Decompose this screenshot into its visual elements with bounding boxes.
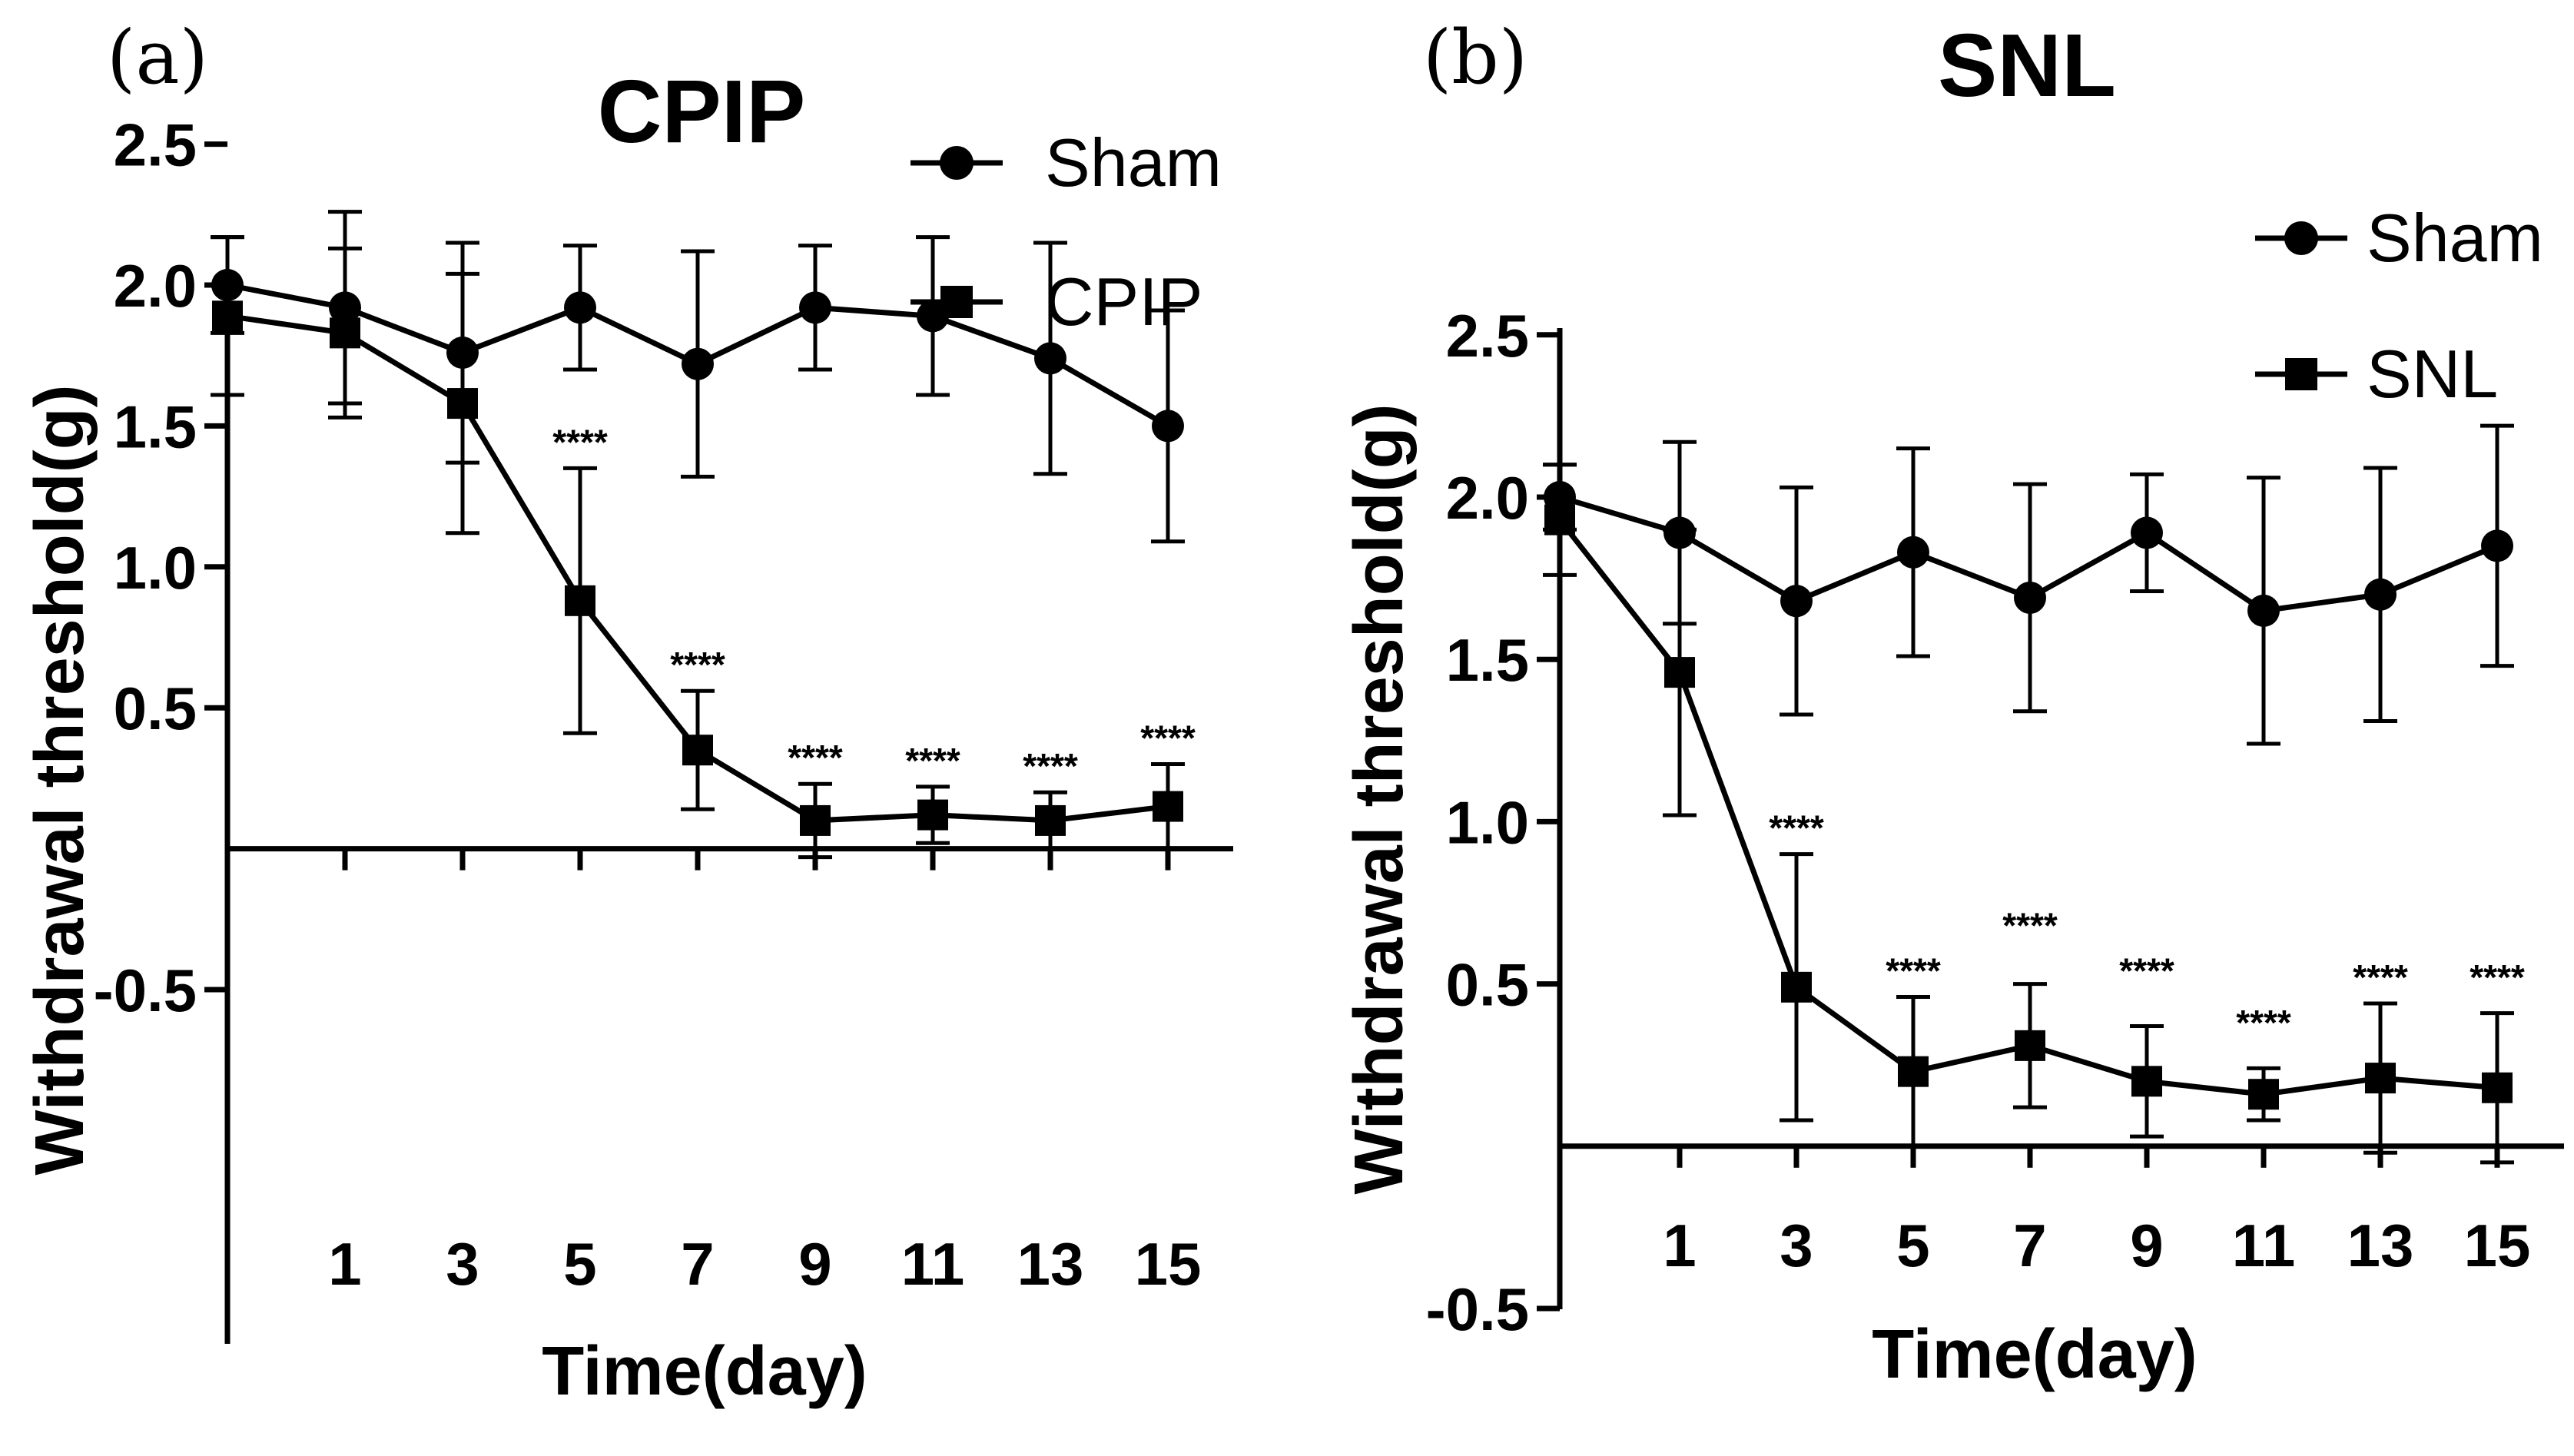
y-axis-title: Withdrawal threshold(g) [22, 384, 98, 1175]
y-tick-label: -0.5 [94, 957, 197, 1024]
y-tick-label: 2.0 [1446, 464, 1529, 532]
significance-label: **** [788, 738, 843, 778]
legend-label: CPIP [1045, 264, 1202, 340]
significance-label: **** [2470, 957, 2525, 997]
data-point-sham [2481, 529, 2513, 562]
data-point-cpip [917, 799, 948, 831]
data-point-sham [564, 291, 596, 324]
x-tick-label: 1 [328, 1230, 361, 1298]
data-point-sham [2364, 578, 2397, 611]
data-point-snl [2365, 1063, 2396, 1094]
significance-label: **** [905, 741, 960, 781]
x-tick-label: 7 [681, 1230, 714, 1298]
data-point-sham [682, 347, 714, 380]
x-tick-label: 9 [2130, 1212, 2163, 1279]
panel-label: (a) [107, 15, 208, 101]
x-tick-label: 7 [2013, 1212, 2046, 1279]
legend-marker-circle [2284, 221, 2318, 255]
y-axis-title: Withdrawal threshold(g) [1341, 403, 1418, 1194]
significance-label: **** [1886, 950, 1941, 990]
y-tick-label: 1.5 [1446, 626, 1529, 694]
significance-label: **** [2119, 950, 2174, 990]
x-tick-label: 13 [2347, 1212, 2414, 1279]
data-point-sham [2014, 581, 2046, 614]
significance-label: **** [1023, 746, 1078, 786]
data-point-cpip [447, 388, 478, 420]
legend-label: Sham [1045, 124, 1222, 201]
x-tick-label: 15 [1135, 1230, 1202, 1298]
chart-title: SNL [1938, 15, 2116, 115]
significance-label: **** [552, 422, 608, 462]
data-point-snl [2482, 1072, 2513, 1103]
y-tick-label: 1.5 [114, 393, 197, 460]
data-point-sham [1034, 342, 1066, 375]
data-point-sham [1152, 410, 1184, 443]
x-axis-title: Time(day) [542, 1333, 867, 1410]
y-tick-label: -0.5 [1426, 1275, 1529, 1343]
data-point-sham [2131, 516, 2163, 549]
data-point-cpip [800, 804, 831, 836]
y-tick-label: 0.5 [1446, 951, 1529, 1019]
x-tick-label: 9 [798, 1230, 831, 1298]
x-tick-label: 3 [446, 1230, 479, 1298]
x-tick-label: 1 [1663, 1212, 1696, 1279]
data-point-snl [1898, 1056, 1929, 1087]
panel-b: (b) SNL-0.50.51.01.52.02.51 3 5 7 9 11 13 15Time… [1341, 15, 2564, 1393]
significance-label: **** [1140, 718, 1196, 758]
panel-a: (a)CPIP-0.50.51.01.52.02.51 3 5 7 9 11 13 15Tim… [22, 15, 1233, 1410]
data-point-cpip [682, 735, 713, 766]
data-point-cpip [1153, 791, 1183, 822]
data-point-snl [2248, 1079, 2279, 1110]
data-point-sham [799, 291, 831, 324]
data-point-sham [1780, 585, 1813, 618]
x-tick-label: 5 [1896, 1212, 1929, 1279]
data-point-cpip [565, 585, 595, 616]
data-point-cpip [330, 317, 360, 349]
data-point-cpip [1035, 804, 1066, 836]
legend-marker-square [2285, 358, 2317, 390]
data-point-cpip [212, 300, 243, 332]
y-tick-label: 2.5 [114, 111, 197, 179]
x-axis-title: Time(day) [1872, 1316, 2197, 1393]
y-tick-label: 2.5 [1446, 302, 1529, 370]
chart-title: CPIP [598, 61, 806, 161]
data-point-snl [1544, 504, 1575, 536]
legend-label: SNL [2367, 336, 2498, 412]
panel-label: (b) [1423, 15, 1527, 101]
data-point-sham [1897, 536, 1929, 569]
data-point-snl [1664, 657, 1695, 688]
y-tick-label: 0.5 [114, 675, 197, 742]
y-tick-label: 1.0 [114, 534, 197, 602]
significance-label: **** [670, 645, 725, 685]
legend-marker-square [940, 286, 973, 318]
significance-label: **** [2002, 905, 2058, 945]
x-tick-label: 5 [563, 1230, 596, 1298]
x-tick-label: 13 [1017, 1230, 1084, 1298]
significance-label: **** [1769, 808, 1824, 848]
data-point-snl [2015, 1030, 2045, 1061]
data-point-snl [1781, 971, 1812, 1003]
x-tick-label: 3 [1780, 1212, 1813, 1279]
x-tick-label: 11 [2232, 1212, 2295, 1279]
data-point-sham [2247, 594, 2280, 627]
significance-label: **** [2236, 1003, 2291, 1043]
y-tick-label: 2.0 [114, 252, 197, 320]
y-tick-label: 1.0 [1446, 788, 1529, 856]
x-tick-label: 11 [901, 1230, 964, 1298]
x-tick-label: 15 [2464, 1212, 2531, 1279]
data-point-snl [2131, 1066, 2162, 1097]
legend-label: Sham [2367, 200, 2543, 276]
significance-label: **** [2353, 957, 2408, 997]
legend-marker-circle [940, 146, 974, 180]
